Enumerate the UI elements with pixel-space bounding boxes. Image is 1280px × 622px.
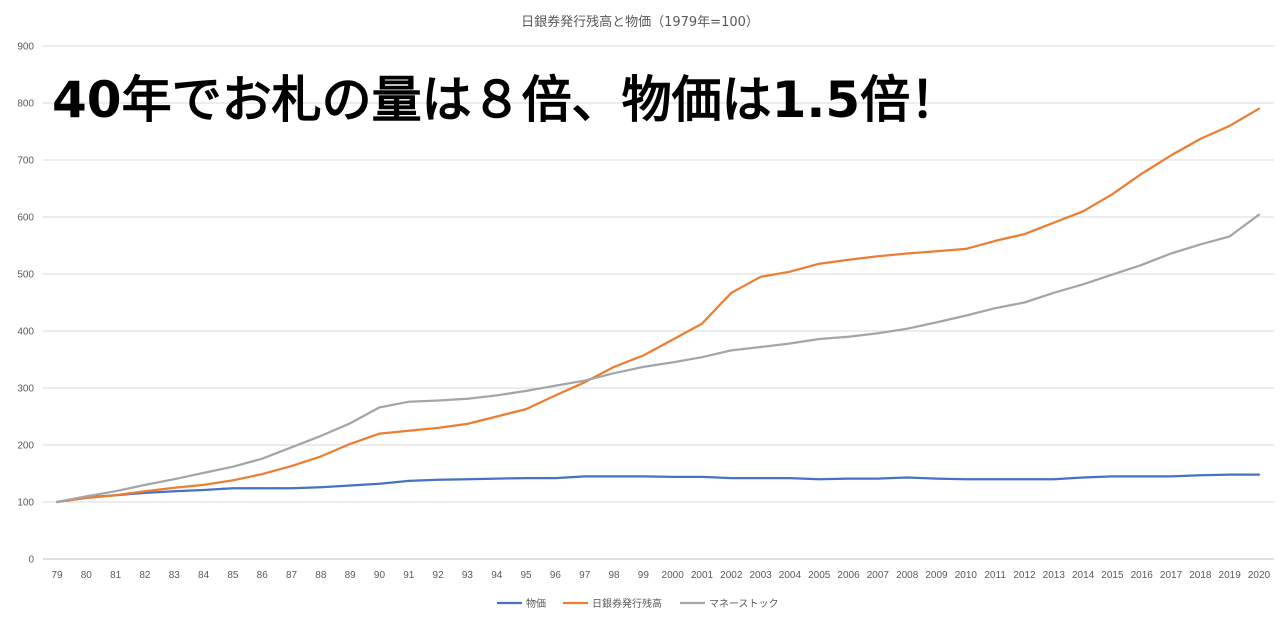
y-tick-label: 800 xyxy=(17,99,34,110)
legend-label: マネーストック xyxy=(709,598,779,610)
x-tick-label: 94 xyxy=(491,570,503,581)
x-tick-label: 86 xyxy=(257,570,269,581)
x-tick-label: 81 xyxy=(110,570,122,581)
x-tick-label: 2004 xyxy=(779,570,802,581)
x-tick-label: 2002 xyxy=(720,570,743,581)
x-tick-label: 2011 xyxy=(984,570,1006,581)
x-tick-label: 2010 xyxy=(955,570,978,581)
x-tick-label: 2003 xyxy=(749,570,772,581)
x-tick-label: 97 xyxy=(579,570,591,581)
y-tick-label: 900 xyxy=(17,42,34,53)
x-tick-label: 96 xyxy=(550,570,562,581)
y-tick-label: 400 xyxy=(17,327,34,338)
legend: 物価 日銀券発行残高 マネーストック xyxy=(497,597,779,610)
series-line-1 xyxy=(55,107,1261,504)
y-tick-label: 700 xyxy=(17,156,34,167)
gridlines xyxy=(43,45,1274,560)
x-tick-label: 2009 xyxy=(925,570,948,581)
x-tick-label: 2008 xyxy=(896,570,919,581)
legend-item: 物価 xyxy=(497,597,546,610)
x-tick-label: 90 xyxy=(374,570,386,581)
x-tick-label: 2018 xyxy=(1189,570,1212,581)
x-tick-label: 80 xyxy=(81,570,93,581)
x-tick-label: 83 xyxy=(169,570,181,581)
x-tick-label: 2020 xyxy=(1248,570,1271,581)
x-tick-label: 2017 xyxy=(1160,570,1183,581)
x-tick-label: 2012 xyxy=(1013,570,1036,581)
x-tick-label: 93 xyxy=(462,570,474,581)
x-tick-label: 2000 xyxy=(662,570,685,581)
x-tick-label: 95 xyxy=(521,570,533,581)
x-tick-label: 84 xyxy=(198,570,210,581)
x-tick-label: 82 xyxy=(139,570,151,581)
x-tick-label: 85 xyxy=(227,570,239,581)
x-tick-label: 89 xyxy=(345,570,357,581)
series-line-0 xyxy=(55,473,1261,504)
legend-item: 日銀券発行残高 xyxy=(563,597,662,610)
x-tick-label: 79 xyxy=(51,570,63,581)
x-tick-label: 2001 xyxy=(691,570,714,581)
y-tick-label: 300 xyxy=(17,384,34,395)
series-line-2 xyxy=(55,213,1261,504)
y-tick-label: 600 xyxy=(17,213,34,224)
y-tick-label: 100 xyxy=(17,498,34,509)
legend-label: 日銀券発行残高 xyxy=(592,597,662,610)
x-tick-label: 91 xyxy=(403,570,415,581)
y-tick-label: 500 xyxy=(17,270,34,281)
x-tick-label: 2007 xyxy=(867,570,890,581)
x-tick-label: 2006 xyxy=(837,570,860,581)
y-tick-label: 0 xyxy=(28,555,34,566)
x-tick-label: 98 xyxy=(608,570,620,581)
x-tick-label: 2013 xyxy=(1043,570,1066,581)
series-lines xyxy=(55,107,1261,504)
legend-label: 物価 xyxy=(526,597,546,610)
x-tick-label: 88 xyxy=(315,570,327,581)
x-tick-label: 2016 xyxy=(1131,570,1154,581)
x-tick-label: 2015 xyxy=(1101,570,1124,581)
headline-annotation: 40年でお札の量は８倍、物価は1.5倍！ xyxy=(52,71,960,129)
x-tick-label: 87 xyxy=(286,570,298,581)
chart-title: 日銀券発行残高と物価（1979年=100） xyxy=(521,14,759,30)
y-tick-label: 200 xyxy=(17,441,34,452)
x-tick-label: 99 xyxy=(638,570,650,581)
x-tick-label: 2005 xyxy=(808,570,831,581)
y-axis-ticks: 0 100 200 300 400 500 600 700 800 900 xyxy=(17,42,34,566)
x-tick-label: 2019 xyxy=(1219,570,1242,581)
legend-item: マネーストック xyxy=(680,598,779,610)
x-tick-label: 92 xyxy=(433,570,445,581)
x-tick-label: 2014 xyxy=(1072,570,1095,581)
x-axis-ticks: 79 80 81 82 83 84 85 86 87 88 89 90 91 92 93 94 95 96 97 98… xyxy=(51,570,1270,581)
